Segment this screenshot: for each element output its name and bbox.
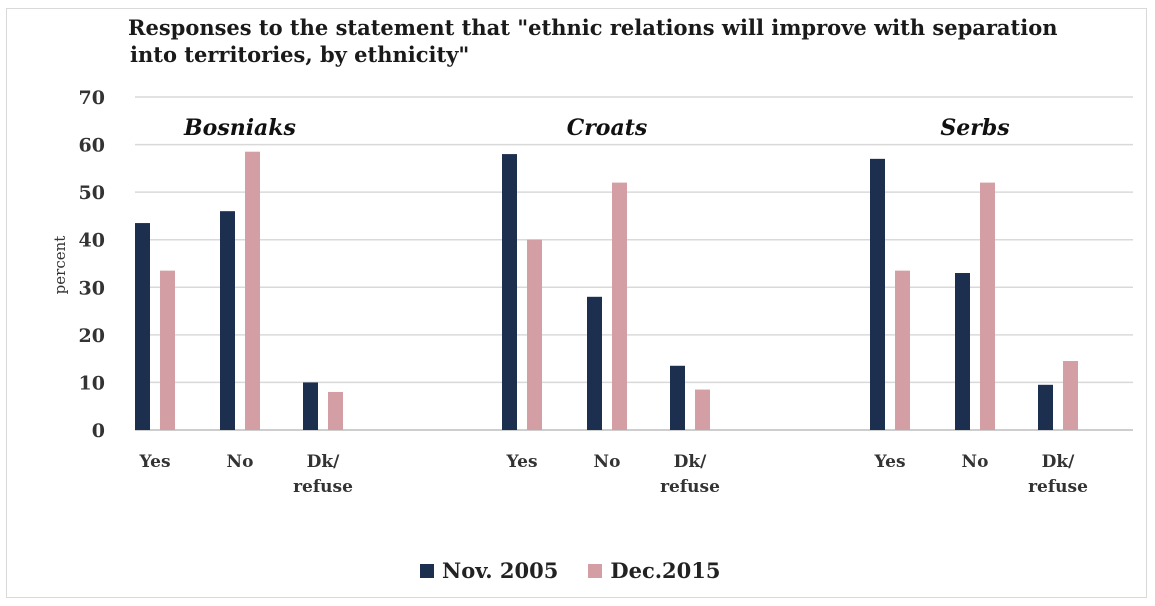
legend-item-2015: Dec.2015 bbox=[588, 558, 721, 583]
y-tick-label: 60 bbox=[79, 135, 105, 157]
category-label: No bbox=[962, 452, 989, 472]
category-label: Dk/ bbox=[307, 452, 341, 472]
bar-dec-2015 bbox=[612, 182, 627, 430]
bar-nov-2005 bbox=[587, 296, 602, 430]
bar-nov-2005 bbox=[135, 223, 150, 430]
legend-swatch-2015 bbox=[588, 563, 603, 578]
y-axis-label: percent bbox=[51, 236, 69, 295]
category-label: refuse bbox=[293, 477, 353, 497]
category-label: Yes bbox=[138, 452, 170, 472]
y-tick-label: 20 bbox=[79, 325, 105, 347]
category-label: refuse bbox=[660, 477, 720, 497]
bar-dec-2015 bbox=[245, 151, 260, 430]
category-label: Dk/ bbox=[1042, 452, 1076, 472]
category-label: No bbox=[594, 452, 621, 472]
legend-label-2015: Dec.2015 bbox=[610, 558, 721, 583]
bar-dec-2015 bbox=[1063, 361, 1078, 430]
legend-swatch-2005 bbox=[420, 563, 434, 578]
y-tick-label: 30 bbox=[79, 277, 105, 299]
bar-dec-2015 bbox=[895, 270, 910, 430]
legend: Nov. 2005 Dec.2015 bbox=[420, 558, 751, 583]
group-label: Serbs bbox=[940, 115, 1009, 141]
bar-dec-2015 bbox=[527, 239, 542, 430]
bar-nov-2005 bbox=[670, 365, 685, 430]
y-tick-label: 70 bbox=[79, 87, 105, 109]
group-label: Croats bbox=[567, 115, 648, 141]
y-tick-label: 40 bbox=[79, 230, 105, 252]
legend-label-2005: Nov. 2005 bbox=[442, 558, 559, 583]
category-label: Yes bbox=[505, 452, 537, 472]
category-label: Yes bbox=[873, 452, 905, 472]
category-label: No bbox=[227, 452, 254, 472]
bar-nov-2005 bbox=[955, 273, 970, 430]
bar-nov-2005 bbox=[1038, 384, 1053, 430]
bar-nov-2005 bbox=[220, 211, 235, 430]
bar-dec-2015 bbox=[695, 389, 710, 430]
y-tick-label: 0 bbox=[92, 420, 105, 442]
category-label: Dk/ bbox=[674, 452, 708, 472]
bar-nov-2005 bbox=[870, 158, 885, 431]
y-tick-label: 10 bbox=[79, 372, 105, 394]
legend-item-2005: Nov. 2005 bbox=[420, 558, 558, 583]
group-label: Bosniaks bbox=[183, 115, 296, 141]
bar-nov-2005 bbox=[303, 382, 318, 430]
chart-title: Responses to the statement that "ethnic … bbox=[128, 14, 1138, 68]
bar-nov-2005 bbox=[502, 154, 517, 431]
chart-title-line2: into territories, by ethnicity" bbox=[130, 42, 470, 67]
bar-dec-2015 bbox=[328, 391, 343, 430]
category-label: refuse bbox=[1028, 477, 1088, 497]
chart-title-line1: Responses to the statement that "ethnic … bbox=[128, 15, 1058, 40]
bar-dec-2015 bbox=[980, 182, 995, 430]
y-tick-label: 50 bbox=[79, 182, 105, 204]
bar-dec-2015 bbox=[160, 270, 175, 430]
